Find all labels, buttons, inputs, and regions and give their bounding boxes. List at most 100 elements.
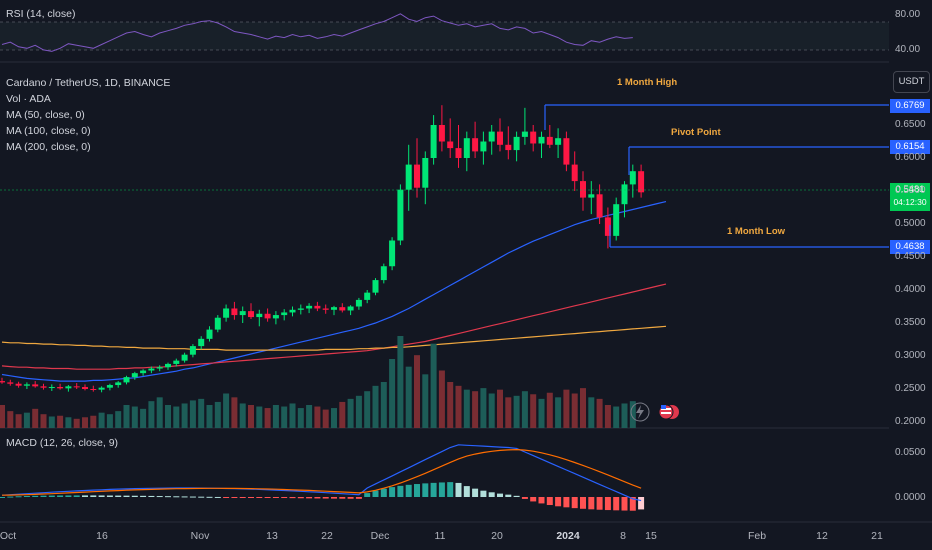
macd-histogram-bar <box>181 496 188 498</box>
volume-bar <box>314 406 321 428</box>
ma100-legend[interactable]: MA (100, close, 0) <box>6 125 91 137</box>
candle-body <box>206 329 213 339</box>
volume-bar <box>73 418 80 428</box>
volume-bar <box>148 401 155 428</box>
macd-histogram-bar <box>604 497 611 511</box>
volume-bar <box>372 385 379 428</box>
macd-histogram-bar <box>131 495 138 497</box>
time-tick: 11 <box>434 530 446 542</box>
macd-pane <box>0 444 645 511</box>
us-flag-events-icon[interactable] <box>658 404 679 420</box>
time-tick: 15 <box>645 530 657 542</box>
candle-body <box>165 363 171 368</box>
volume-bar <box>131 406 138 428</box>
candle-body <box>231 308 238 316</box>
candle-body <box>571 164 578 182</box>
macd-histogram-bar <box>264 497 271 498</box>
macd-histogram-bar <box>430 482 437 497</box>
macd-tick-0000: 0.0000 <box>895 492 926 503</box>
last-price-tag: 0.5481 04:12:30 <box>890 183 930 211</box>
month-high-price-tag: 0.6769 <box>890 99 930 113</box>
candle-body <box>463 138 470 158</box>
macd-histogram-bar <box>123 495 130 497</box>
lightning-icon[interactable] <box>630 402 650 422</box>
candle-body <box>98 387 105 390</box>
candle-body <box>223 308 230 318</box>
candle-body <box>272 315 279 319</box>
candle-body <box>538 136 545 144</box>
volume-bar <box>463 389 470 428</box>
macd-histogram-bar <box>40 495 47 497</box>
macd-tick-0050: 0.0500 <box>895 447 926 458</box>
volume-legend[interactable]: Vol · ADA <box>6 93 51 105</box>
time-tick: 22 <box>321 530 333 542</box>
macd-title: MACD (12, 26, close, 9) <box>6 437 119 449</box>
volume-bar <box>521 391 528 428</box>
candle-body <box>156 367 163 369</box>
volume-bar <box>422 374 429 428</box>
macd-histogram-bar <box>521 497 528 499</box>
candle-body <box>596 194 603 218</box>
symbol-title[interactable]: Cardano / TetherUS, 1D, BINANCE <box>6 77 171 89</box>
macd-histogram-bar <box>472 488 479 497</box>
macd-histogram-bar <box>505 494 512 497</box>
macd-histogram-bar <box>638 497 645 510</box>
macd-histogram-bar <box>530 497 537 502</box>
time-tick: Nov <box>190 530 210 542</box>
volume-bar <box>621 403 628 428</box>
candle-body <box>521 131 528 137</box>
volume-bar <box>405 366 412 428</box>
macd-histogram-bar <box>7 496 14 498</box>
macd-histogram-bar <box>405 484 412 497</box>
candle-body <box>347 306 354 311</box>
volume-bar <box>397 336 404 428</box>
volume-bars <box>0 336 636 428</box>
macd-histogram-bar <box>613 497 620 511</box>
candle-body <box>497 131 503 145</box>
candle-body <box>331 307 337 310</box>
candle-body <box>546 136 553 145</box>
rsi-title: RSI (14, close) <box>6 8 76 20</box>
rsi-line <box>1 13 633 52</box>
ma200-legend[interactable]: MA (200, close, 0) <box>6 141 91 153</box>
macd-line <box>1 444 642 502</box>
macd-histogram-bar <box>555 497 562 507</box>
level-lines <box>544 104 889 248</box>
price-tick: 0.3500 <box>895 317 926 328</box>
time-tick: 2024 <box>556 530 580 542</box>
candle-body <box>472 138 479 152</box>
rsi-tick-80: 80.00 <box>895 9 921 20</box>
macd-histogram-bar <box>115 495 122 497</box>
volume-bar <box>604 405 611 428</box>
macd-histogram-bar <box>140 495 147 497</box>
time-tick: Feb <box>747 530 767 542</box>
volume-bar <box>173 406 180 428</box>
macd-histogram-bar <box>314 497 321 499</box>
macd-histogram-bar <box>497 493 503 497</box>
volume-bar <box>264 408 271 428</box>
macd-histogram-bar <box>73 495 80 497</box>
macd-histogram-bar <box>32 495 39 497</box>
volume-bar <box>530 394 537 428</box>
volume-bar <box>505 397 512 428</box>
macd-histogram-bar <box>98 495 105 497</box>
macd-histogram-bar <box>189 496 196 498</box>
macd-histogram-bar <box>414 484 420 497</box>
volume-bar <box>65 417 72 428</box>
macd-histogram-bar <box>248 497 254 498</box>
candle-body <box>339 307 346 311</box>
macd-histogram-bar <box>90 495 97 497</box>
currency-button[interactable]: USDT <box>893 71 930 93</box>
macd-histogram-bar <box>463 486 470 497</box>
candle-body <box>297 308 304 310</box>
candle-body <box>613 204 620 236</box>
candle-body <box>397 189 404 241</box>
time-tick: 13 <box>266 530 278 542</box>
macd-histogram-bar <box>563 497 570 508</box>
candle-body <box>355 299 362 307</box>
volume-bar <box>364 391 371 428</box>
ma50-legend[interactable]: MA (50, close, 0) <box>6 109 85 121</box>
volume-bar <box>181 403 188 428</box>
